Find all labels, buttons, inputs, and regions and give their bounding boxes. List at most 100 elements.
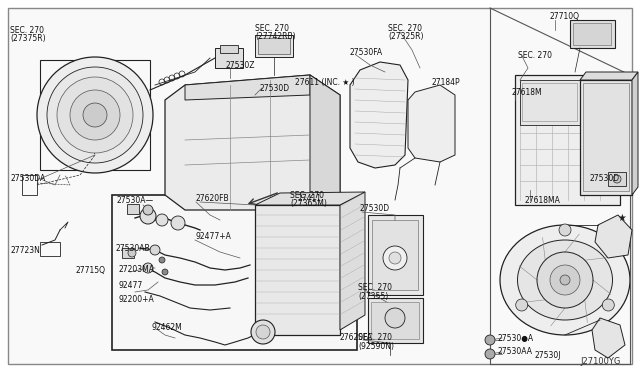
Polygon shape [580, 72, 638, 80]
Text: 27530DA: 27530DA [10, 173, 45, 183]
Bar [583, 83, 629, 191]
Polygon shape [165, 75, 340, 210]
Polygon shape [350, 62, 408, 168]
Bar [40, 242, 60, 256]
Text: 27530FA: 27530FA [350, 48, 383, 57]
Bar [368, 215, 423, 295]
Text: (27365M): (27365M) [290, 199, 327, 208]
Bar [122, 248, 134, 258]
Circle shape [383, 246, 407, 270]
Circle shape [159, 257, 165, 263]
Circle shape [256, 325, 270, 339]
Text: J27100YG: J27100YG [580, 357, 620, 366]
Text: SEC. 270: SEC. 270 [518, 51, 552, 60]
Circle shape [37, 57, 153, 173]
Text: (27325R): (27325R) [388, 32, 424, 41]
Polygon shape [310, 75, 340, 210]
Text: 27620FB: 27620FB [195, 193, 228, 202]
Text: SEC. 270: SEC. 270 [290, 190, 324, 199]
Text: 27530D: 27530D [590, 173, 620, 183]
Bar [371, 302, 419, 339]
Circle shape [602, 299, 614, 311]
Circle shape [143, 205, 153, 215]
Text: SEC. 270: SEC. 270 [388, 23, 422, 32]
Text: 27715Q: 27715Q [75, 266, 105, 275]
Bar [112, 195, 357, 350]
Bar [570, 20, 615, 48]
Text: 27530D: 27530D [360, 203, 390, 212]
Text: (27355): (27355) [358, 292, 388, 301]
Bar [215, 48, 243, 68]
Text: 27723N: 27723N [10, 246, 40, 254]
Bar [220, 45, 238, 53]
Circle shape [140, 208, 156, 224]
Text: SEC. 270: SEC. 270 [255, 23, 289, 32]
Text: SEC. 270: SEC. 270 [358, 283, 392, 292]
Bar [368, 298, 423, 343]
Circle shape [385, 308, 405, 328]
Circle shape [485, 335, 495, 345]
Text: 27411: 27411 [298, 193, 322, 202]
Polygon shape [255, 192, 365, 205]
Text: 92477: 92477 [118, 280, 142, 289]
Text: (27742RB): (27742RB) [255, 32, 296, 41]
Bar [255, 205, 340, 335]
Text: 27530AA: 27530AA [498, 347, 533, 356]
Bar [520, 80, 580, 125]
Text: 92200+A: 92200+A [118, 295, 154, 305]
Text: 27530J: 27530J [535, 350, 561, 359]
Text: 27530Z: 27530Z [225, 61, 255, 70]
Circle shape [47, 67, 143, 163]
Circle shape [171, 216, 185, 230]
Circle shape [57, 77, 133, 153]
Circle shape [128, 249, 136, 257]
Text: SEC. 270: SEC. 270 [358, 334, 392, 343]
Text: 27530A—: 27530A— [116, 196, 153, 205]
Polygon shape [408, 85, 455, 162]
Polygon shape [340, 192, 365, 330]
Text: 27710Q: 27710Q [550, 12, 580, 20]
Circle shape [143, 263, 153, 273]
Bar [372, 220, 418, 290]
Text: 27530AB: 27530AB [115, 244, 150, 253]
Circle shape [389, 252, 401, 264]
Bar [515, 75, 620, 205]
Bar [255, 35, 293, 57]
Circle shape [150, 245, 160, 255]
Text: ★: ★ [618, 213, 627, 223]
Circle shape [613, 175, 621, 183]
Polygon shape [632, 72, 638, 195]
Circle shape [251, 320, 275, 344]
Circle shape [162, 269, 168, 275]
Text: 27184P: 27184P [432, 77, 461, 87]
Circle shape [156, 214, 168, 226]
Bar [608, 172, 626, 186]
Circle shape [485, 349, 495, 359]
Bar [127, 204, 139, 214]
Ellipse shape [518, 240, 612, 320]
Bar [580, 80, 632, 195]
Circle shape [537, 252, 593, 308]
Text: 27620FA: 27620FA [340, 334, 373, 343]
Bar [40, 60, 150, 170]
Text: 27530●A: 27530●A [498, 334, 534, 343]
Text: 27618M: 27618M [512, 87, 543, 96]
Text: 27611 (INC. ★ ): 27611 (INC. ★ ) [295, 77, 355, 87]
Circle shape [559, 224, 571, 236]
Circle shape [550, 265, 580, 295]
Polygon shape [592, 318, 625, 358]
Text: 27618MA: 27618MA [525, 196, 561, 205]
Bar [258, 38, 290, 54]
Text: (92590N): (92590N) [358, 341, 394, 350]
Ellipse shape [500, 225, 630, 335]
Circle shape [560, 275, 570, 285]
Polygon shape [185, 75, 310, 100]
Bar [573, 23, 611, 45]
Text: 27203MA: 27203MA [118, 266, 154, 275]
Polygon shape [595, 215, 632, 258]
Circle shape [516, 299, 528, 311]
Text: 92477+A: 92477+A [195, 231, 231, 241]
Text: SEC. 270: SEC. 270 [10, 26, 44, 35]
Text: 92462M: 92462M [152, 324, 183, 333]
Bar [522, 83, 577, 121]
